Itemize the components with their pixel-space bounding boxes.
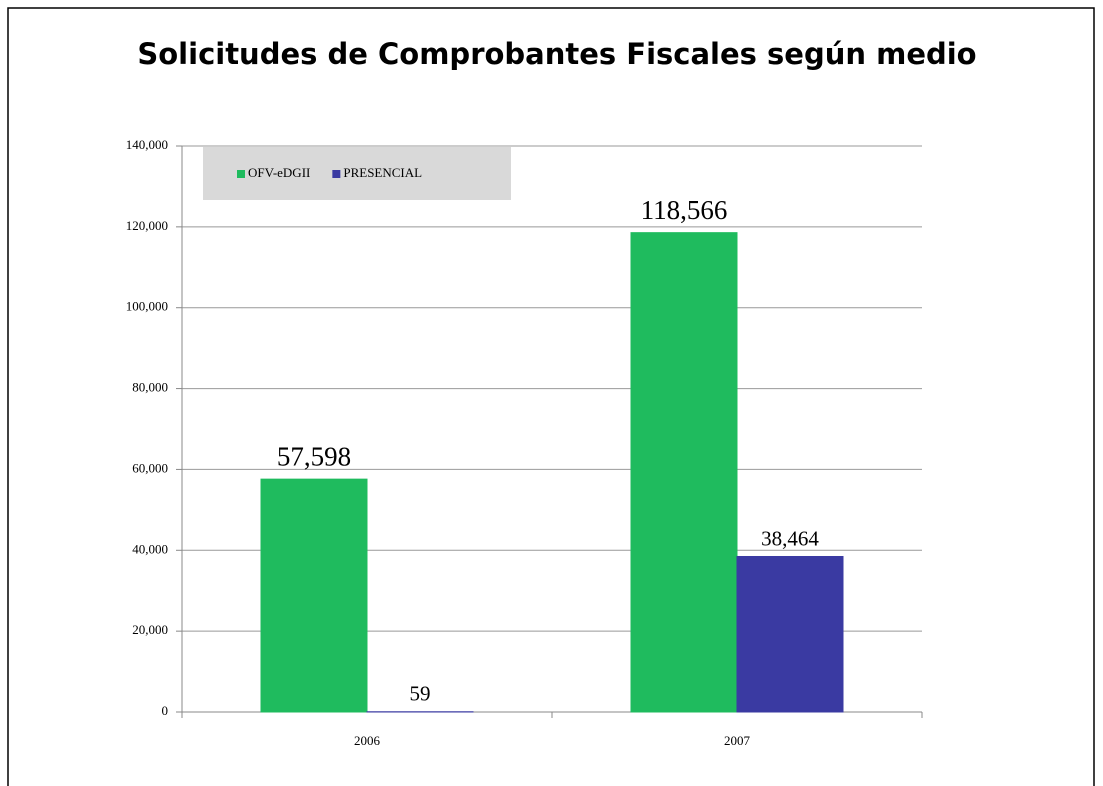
frame (7, 7, 1095, 786)
y-tick-label: 80,000 (132, 380, 168, 395)
y-tick-label: 120,000 (126, 218, 168, 233)
x-tick-label: 2007 (724, 733, 751, 748)
data-label: 118,566 (641, 195, 728, 225)
legend-label: PRESENCIAL (343, 165, 422, 180)
bar (630, 232, 738, 713)
data-label: 38,464 (761, 526, 819, 550)
legend-box (203, 147, 511, 200)
bar (736, 555, 844, 713)
y-tick-label: 0 (162, 703, 169, 718)
y-tick-label: 40,000 (132, 541, 168, 556)
chart-title: Solicitudes de Comprobantes Fiscales seg… (137, 37, 976, 71)
x-tick-label: 2006 (354, 733, 381, 748)
legend-swatch (237, 170, 245, 178)
y-tick-label: 100,000 (126, 299, 168, 314)
bar (260, 478, 368, 713)
data-label: 57,598 (277, 441, 351, 471)
legend-swatch (332, 170, 341, 178)
data-label: 59 (410, 682, 431, 706)
legend-label: OFV-eDGII (248, 165, 310, 180)
y-tick-label: 140,000 (126, 137, 168, 152)
y-tick-label: 60,000 (132, 460, 168, 475)
y-tick-label: 20,000 (132, 622, 168, 637)
